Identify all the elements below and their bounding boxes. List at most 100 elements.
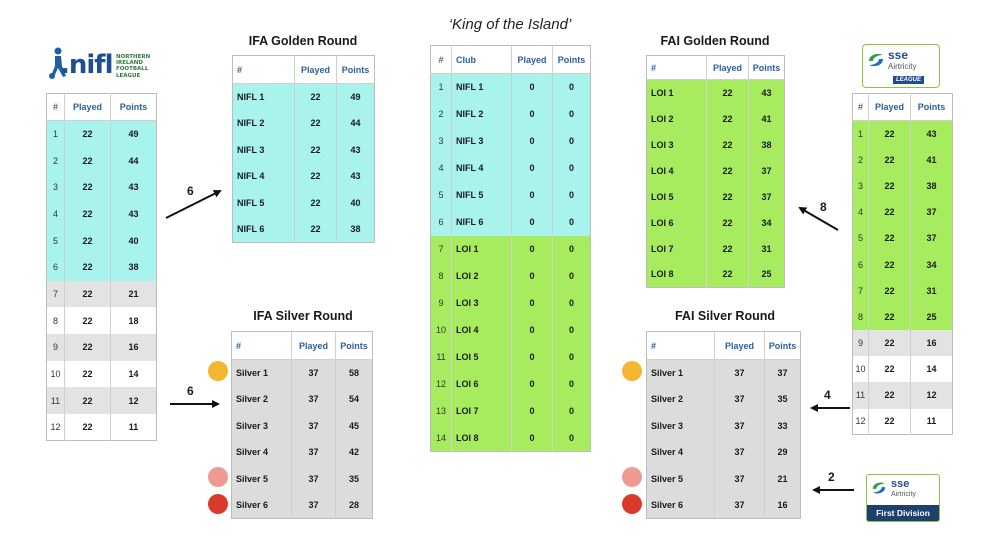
club-cell: NIFL 2 <box>232 110 295 137</box>
rank-header: # <box>852 93 869 121</box>
points-cell: 21 <box>110 280 157 308</box>
points-cell: 0 <box>552 289 591 317</box>
points-cell: 43 <box>110 173 157 201</box>
table-row: Silver 5 37 21 <box>646 465 801 492</box>
rank-cell: 11 <box>46 387 65 415</box>
played-cell: 22 <box>294 216 337 243</box>
points-cell: 43 <box>748 79 785 106</box>
club-cell: NIFL 5 <box>451 181 512 209</box>
rank-cell: 11 <box>430 343 452 371</box>
ifa-golden-title: IFA Golden Round <box>248 34 358 48</box>
table-row: 7 22 31 <box>852 277 953 304</box>
points-cell: 35 <box>335 465 373 492</box>
qualified-gold-dot <box>622 361 642 381</box>
rank-cell: 6 <box>852 251 869 278</box>
table-row: Silver 3 37 45 <box>231 412 373 439</box>
played-cell: 0 <box>511 100 553 128</box>
club-cell: LOI 6 <box>646 209 707 236</box>
table-row: Silver 6 37 28 <box>231 492 373 519</box>
table-row: 11 22 12 <box>46 387 157 415</box>
rank-cell: 8 <box>430 262 452 290</box>
points-header: Points <box>110 93 157 121</box>
club-cell: NIFL 4 <box>232 163 295 190</box>
nifl-wordmark: .nifl <box>60 50 114 80</box>
ifa-golden-table: # Played Points NIFL 1 22 49 NIFL 2 22 44 NIFL… <box>232 55 375 243</box>
played-cell: 22 <box>64 307 111 334</box>
nifl-league-table: # Played Points 1 22 49 2 22 44 3 22 43 4 22 43 5 22 4… <box>46 93 157 442</box>
points-cell: 0 <box>552 235 591 263</box>
played-cell: 22 <box>868 330 911 357</box>
points-cell: 14 <box>110 360 157 388</box>
nifl-small-3: FOOTBALL <box>116 66 149 73</box>
airtricity-text: Airtricity <box>891 491 916 498</box>
club-cell: NIFL 3 <box>232 136 295 163</box>
sse-swirl-icon <box>872 482 886 494</box>
played-header: Played <box>64 93 111 121</box>
played-cell: 37 <box>291 492 336 519</box>
points-cell: 38 <box>748 131 785 158</box>
played-cell: 0 <box>511 289 553 317</box>
points-header: Points <box>910 93 953 121</box>
table-row: Silver 2 37 54 <box>231 386 373 413</box>
played-cell: 22 <box>706 183 749 210</box>
points-header: Points <box>764 331 801 360</box>
points-cell: 54 <box>335 386 373 413</box>
table-row: Silver 4 37 29 <box>646 439 801 466</box>
points-cell: 58 <box>335 359 373 386</box>
rank-cell: 3 <box>46 173 65 201</box>
club-cell: LOI 2 <box>646 105 707 132</box>
table-row: 3 22 43 <box>46 173 157 201</box>
played-cell: 22 <box>294 163 337 190</box>
league-badge: LEAGUE <box>893 76 925 84</box>
rank-header: # <box>232 55 295 84</box>
playoff-pink-dot <box>208 467 228 487</box>
club-cell: NIFL 3 <box>451 127 512 155</box>
rank-cell: 6 <box>430 208 452 236</box>
club-header: Club <box>451 45 512 74</box>
arrow-label-nifl-golden: 6 <box>187 184 194 198</box>
arrow-label-loi-silver: 4 <box>824 388 831 402</box>
rank-cell: 10 <box>852 356 869 383</box>
played-cell: 0 <box>511 235 553 263</box>
rank-cell: 1 <box>46 120 65 148</box>
rank-cell: 7 <box>46 280 65 308</box>
played-cell: 22 <box>868 382 911 409</box>
club-cell: Silver 4 <box>646 439 715 466</box>
rank-cell: 9 <box>852 330 869 357</box>
table-row: 1 22 49 <box>46 120 157 148</box>
table-row: LOI 6 22 34 <box>646 209 785 236</box>
table-row: 12 22 11 <box>852 408 953 435</box>
table-row: 11 22 12 <box>852 382 953 409</box>
nifl-small-1: NORTHERN <box>116 54 151 60</box>
points-cell: 28 <box>335 492 373 519</box>
points-cell: 0 <box>552 181 591 209</box>
first-division-logo: sse Airtricity First Division <box>866 474 940 522</box>
club-cell: NIFL 2 <box>451 100 512 128</box>
table-row: LOI 4 22 37 <box>646 157 785 184</box>
played-cell: 37 <box>291 465 336 492</box>
played-cell: 22 <box>294 110 337 137</box>
relegated-red-dot <box>622 494 642 514</box>
played-cell: 22 <box>64 200 111 228</box>
played-cell: 22 <box>64 280 111 308</box>
club-cell: LOI 4 <box>646 157 707 184</box>
played-cell: 0 <box>511 424 553 452</box>
points-cell: 0 <box>552 154 591 182</box>
table-row: LOI 7 22 31 <box>646 235 785 262</box>
rank-header: # <box>646 55 707 80</box>
rank-cell: 12 <box>852 408 869 435</box>
rank-cell: 4 <box>852 199 869 226</box>
rank-header: # <box>231 331 292 360</box>
club-cell: LOI 3 <box>646 131 707 158</box>
club-cell: LOI 7 <box>451 397 512 425</box>
